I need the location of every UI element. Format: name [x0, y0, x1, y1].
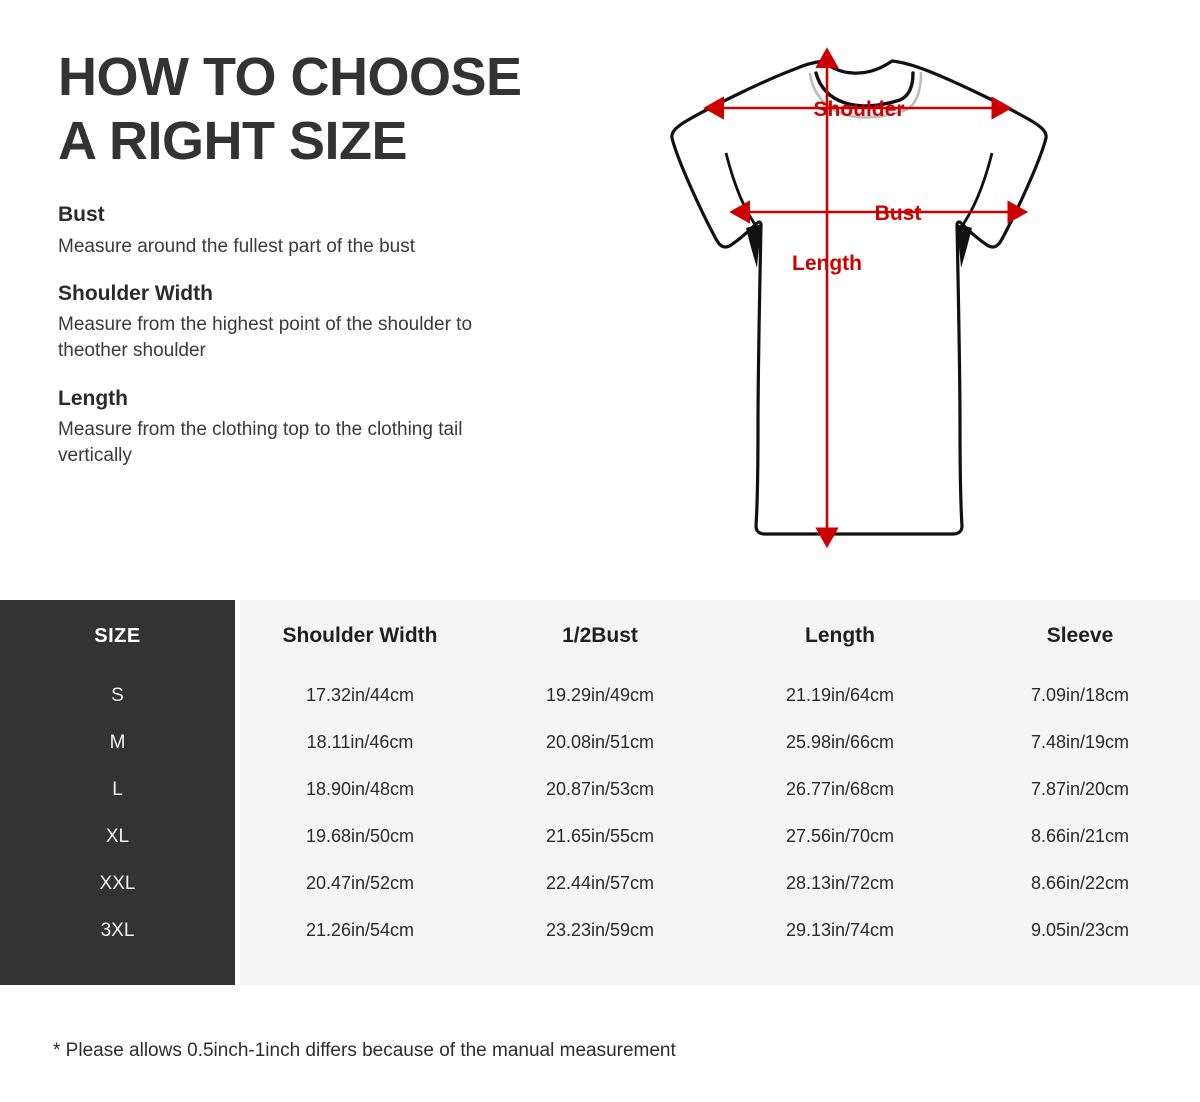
cell-shoulder-width: 18.11in/46cm	[306, 732, 414, 752]
bust-measure-arrow: Bust	[729, 200, 1029, 225]
measurement-term-length: Length	[58, 387, 128, 411]
size-column-header: SIZE	[0, 600, 235, 672]
cell-shoulder-width: 21.26in/54cm	[305, 920, 415, 940]
measurement-desc-shoulder-width: Measure from the highest point of the sh…	[58, 314, 473, 362]
tshirt-diagram: Shoulder Bust Length	[610, 40, 1080, 560]
table-row: 20.47in/52cm 22.44in/57cm 28.13in/72cm 8…	[240, 860, 1200, 907]
table-header-row: Shoulder Width 1/2Bust Length Sleeve	[240, 600, 1200, 672]
header-sleeve: Sleeve	[1046, 624, 1114, 647]
size-cell-row: 3XL	[0, 907, 235, 954]
cell-sleeve: 8.66in/21cm	[1030, 826, 1130, 846]
tshirt-outline-shape	[670, 59, 1048, 536]
cell-length: 26.77in/68cm	[785, 779, 895, 799]
header-size: SIZE	[94, 624, 141, 647]
info-column: HOW TO CHOOSE A RIGHT SIZE Bust Measure …	[58, 46, 578, 492]
cell-length: 21.19in/64cm	[785, 685, 895, 705]
cell-length: 28.13in/72cm	[785, 873, 895, 893]
measurement-disclaimer: * Please allows 0.5inch-1inch differs be…	[53, 1040, 676, 1061]
size-label-s: S	[111, 684, 124, 706]
cell-shoulder-width: 17.32in/44cm	[305, 685, 415, 705]
length-measure-label: Length	[792, 252, 862, 275]
header-half-bust: 1/2Bust	[562, 624, 638, 647]
size-table: SIZE S M L XL XXL 3XL Shoulde	[0, 600, 1200, 985]
measurement-term-shoulder-width: Shoulder Width	[58, 282, 213, 306]
cell-sleeve: 7.87in/20cm	[1030, 779, 1130, 799]
table-row: 19.68in/50cm 21.65in/55cm 27.56in/70cm 8…	[240, 813, 1200, 860]
cell-length: 29.13in/74cm	[785, 920, 895, 940]
cell-shoulder-width: 19.68in/50cm	[305, 826, 415, 846]
size-cell-row: XL	[0, 813, 235, 860]
cell-shoulder-width: 18.90in/48cm	[305, 779, 415, 799]
size-label-l: L	[112, 778, 123, 800]
table-row: 21.26in/54cm 23.23in/59cm 29.13in/74cm 9…	[240, 907, 1200, 954]
cell-length: 27.56in/70cm	[785, 826, 895, 846]
measurement-shoulder-width: Shoulder Width Measure from the highest …	[58, 282, 578, 364]
size-label-xxl: XXL	[99, 872, 136, 894]
measurement-columns: Shoulder Width 1/2Bust Length Sleeve 17.…	[240, 600, 1200, 985]
table-row: 17.32in/44cm 19.29in/49cm 21.19in/64cm 7…	[240, 672, 1200, 719]
measurement-term-bust: Bust	[58, 203, 105, 227]
cell-half-bust: 19.29in/49cm	[545, 685, 655, 705]
cell-shoulder-width: 20.47in/52cm	[305, 873, 415, 893]
page-title-line-1: HOW TO CHOOSE	[58, 47, 522, 107]
size-label-m: M	[109, 731, 126, 753]
length-measure-arrow: Length	[792, 47, 862, 549]
header-shoulder-width: Shoulder Width	[282, 624, 438, 647]
size-label-xl: XL	[105, 825, 130, 847]
cell-sleeve: 8.66in/22cm	[1030, 873, 1130, 893]
cell-half-bust: 21.65in/55cm	[545, 826, 655, 846]
table-row: 18.11in/46cm 20.08in/51cm 25.98in/66cm 7…	[240, 719, 1200, 766]
tshirt-sleeve-seams	[724, 152, 994, 231]
size-column: SIZE S M L XL XXL 3XL	[0, 600, 235, 985]
table-row: 18.90in/48cm 20.87in/53cm 26.77in/68cm 7…	[240, 766, 1200, 813]
measurement-desc-length: Measure from the clothing top to the clo…	[58, 419, 463, 467]
header-length: Length	[805, 624, 875, 647]
cell-half-bust: 23.23in/59cm	[545, 920, 655, 940]
cell-half-bust: 22.44in/57cm	[545, 873, 655, 893]
cell-sleeve: 9.05in/23cm	[1030, 920, 1130, 940]
cell-sleeve: 7.09in/18cm	[1030, 685, 1130, 705]
size-cell-row: M	[0, 719, 235, 766]
page-title: HOW TO CHOOSE A RIGHT SIZE	[58, 46, 578, 173]
tshirt-armpit-shading	[746, 225, 972, 268]
size-cell-row: L	[0, 766, 235, 813]
size-cell-row: S	[0, 672, 235, 719]
page-title-line-2: A RIGHT SIZE	[58, 110, 408, 171]
measurement-length: Length Measure from the clothing top to …	[58, 387, 578, 469]
cell-sleeve: 7.48in/19cm	[1030, 732, 1130, 752]
measurement-bust: Bust Measure around the fullest part of …	[58, 203, 578, 259]
size-label-3xl: 3XL	[100, 919, 135, 941]
measurement-desc-bust: Measure around the fullest part of the b…	[58, 235, 415, 257]
cell-half-bust: 20.87in/53cm	[545, 779, 655, 799]
bust-measure-label: Bust	[875, 202, 922, 225]
cell-half-bust: 20.08in/51cm	[545, 732, 655, 752]
size-cell-row: XXL	[0, 860, 235, 907]
cell-length: 25.98in/66cm	[785, 732, 895, 752]
